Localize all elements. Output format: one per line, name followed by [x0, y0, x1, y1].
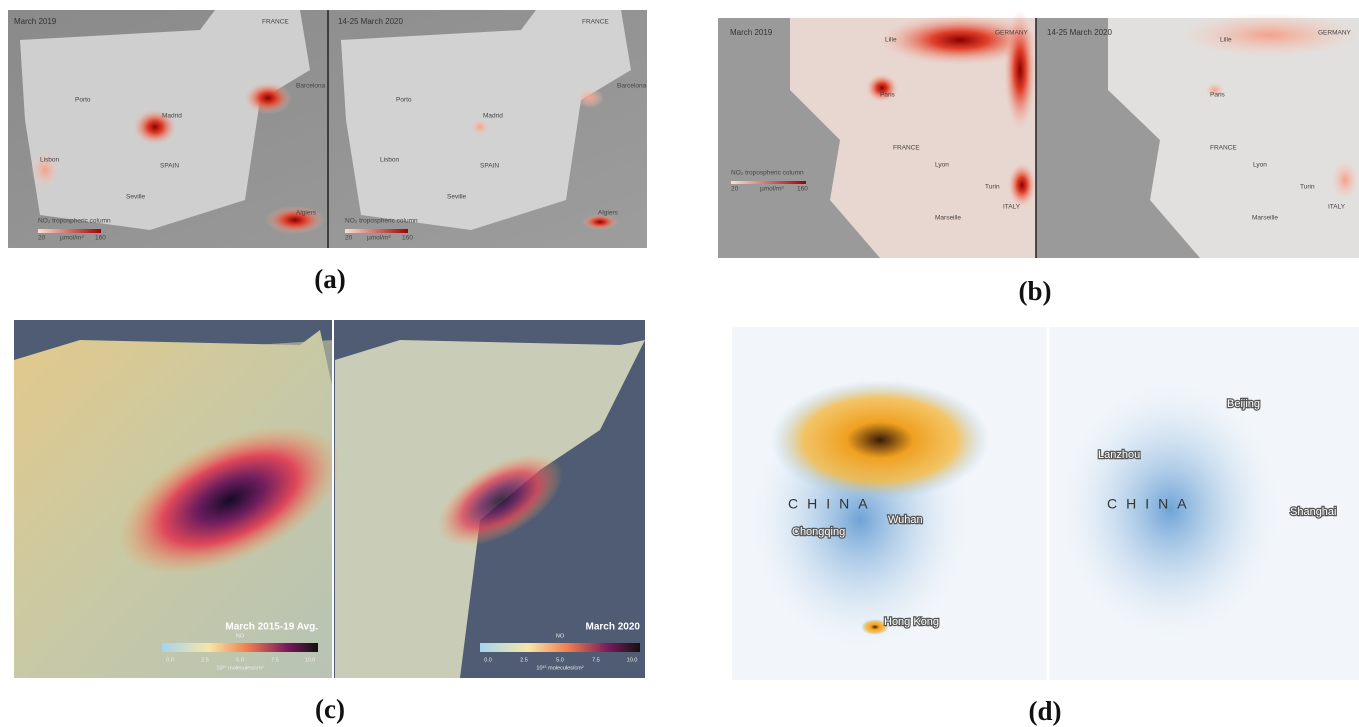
place-label: Porto: [75, 97, 91, 104]
place-label: Marseille: [1252, 215, 1278, 222]
place-label: Turin: [985, 184, 1000, 191]
legend-min: 20: [345, 235, 353, 242]
place-label: Marseille: [935, 215, 961, 222]
legend-tick: 7.5: [271, 657, 279, 663]
place-label: Turin: [1300, 184, 1315, 191]
place-label: Lyon: [935, 162, 949, 169]
place-label: Porto: [396, 97, 412, 104]
place-label: FRANCE: [1210, 145, 1237, 152]
place-label: FRANCE: [582, 19, 609, 26]
legend-unit: 10¹⁵ molecules/cm²: [216, 664, 263, 671]
place-label: Lille: [885, 37, 897, 44]
place-label: Madrid: [483, 113, 503, 120]
place-label: GERMANY: [1318, 30, 1352, 37]
place-label: Lisbon: [380, 157, 400, 164]
map-title: 14-25 March 2020: [338, 17, 403, 26]
legend-tick: 5.0: [556, 657, 564, 663]
place-label: SPAIN: [160, 163, 179, 170]
legend-max: 160: [95, 235, 106, 242]
place-label: ITALY: [1328, 204, 1346, 211]
legend-species: NO: [236, 633, 245, 639]
legend-tick: 10.0: [305, 657, 316, 663]
place-label: Algiers: [598, 210, 619, 217]
legend-unit: µmol/m²: [367, 235, 391, 242]
place-label: Lanzhou: [1098, 449, 1140, 461]
place-label: Hong Kong: [884, 616, 939, 628]
panel-a: [8, 10, 647, 248]
place-label: Lille: [1220, 37, 1232, 44]
place-label: GERMANY: [995, 30, 1029, 37]
legend-tick: 5.0: [236, 657, 244, 663]
map-title: 14-25 March 2020: [1047, 28, 1112, 37]
legend-title: NO₂ tropospheric column: [38, 218, 111, 225]
legend-tick: 0.0: [484, 657, 492, 663]
place-label: ITALY: [1003, 204, 1021, 211]
legend-unit: µmol/m²: [760, 186, 784, 193]
panel-label: (c): [315, 694, 345, 724]
place-label: Barcelona: [296, 83, 326, 90]
place-label: Wuhan: [888, 514, 923, 526]
legend-unit: µmol/m²: [60, 235, 84, 242]
place-label: Paris: [1210, 92, 1226, 99]
legend-title: NO₂ tropospheric column: [345, 218, 418, 225]
legend-title: March 2015-19 Avg.: [225, 622, 318, 633]
panel-label: (b): [1019, 276, 1052, 306]
panel-c: [14, 320, 645, 678]
map-title: March 2019: [14, 17, 57, 26]
legend-title: March 2020: [586, 622, 641, 633]
place-label: Barcelona: [617, 83, 647, 90]
legend-title: NO₂ tropospheric column: [731, 170, 804, 177]
place-label: Lisbon: [40, 157, 60, 164]
place-label: Madrid: [162, 113, 182, 120]
place-label: Paris: [880, 92, 896, 99]
legend-species: NO: [556, 633, 565, 639]
legend-min: 20: [731, 186, 739, 193]
legend-tick: 2.5: [201, 657, 209, 663]
place-label: SPAIN: [480, 163, 499, 170]
legend-max: 160: [402, 235, 413, 242]
legend-tick: 0.0: [166, 657, 174, 663]
panel-label: (d): [1029, 696, 1062, 726]
legend-tick: 7.5: [592, 657, 600, 663]
legend-tick: 10.0: [627, 657, 638, 663]
place-label: Seville: [447, 194, 467, 201]
place-label: FRANCE: [893, 145, 920, 152]
place-label: Seville: [126, 194, 146, 201]
place-label: CHINA: [788, 496, 877, 512]
place-label: CHINA: [1107, 496, 1196, 512]
legend-unit: 10¹⁵ molecules/cm²: [536, 664, 583, 671]
place-label: Algiers: [296, 210, 317, 217]
place-label: Shanghai: [1290, 506, 1337, 518]
map-title: March 2019: [730, 28, 773, 37]
legend-max: 160: [797, 186, 808, 193]
legend-min: 20: [38, 235, 46, 242]
place-label: FRANCE: [262, 19, 289, 26]
legend-tick: 2.5: [520, 657, 528, 663]
place-label: Lyon: [1253, 162, 1267, 169]
figure: (a) March 2019 FRANCE Porto Madrid Barcelona L…: [0, 0, 1359, 727]
place-label: Beijing: [1227, 398, 1260, 410]
place-label: Chongqing: [792, 526, 845, 538]
panel-label: (a): [314, 264, 345, 294]
